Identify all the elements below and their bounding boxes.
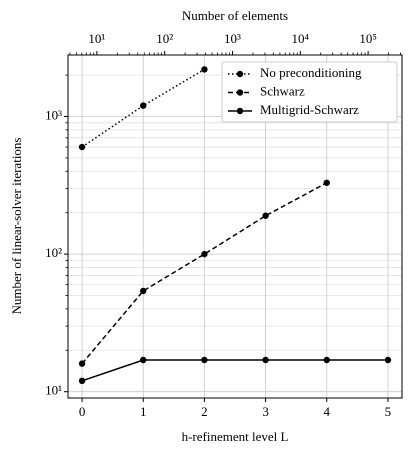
legend-marker — [236, 107, 244, 115]
x-tick-label: 0 — [79, 404, 86, 419]
x2-tick-label: 10⁴ — [292, 31, 310, 46]
y-tick-label: 10² — [45, 245, 62, 260]
x-tick-label: 1 — [140, 404, 147, 419]
point — [201, 356, 208, 364]
point — [384, 356, 392, 364]
x-tick-label: 2 — [201, 404, 208, 419]
plot-frame — [67, 54, 403, 399]
point — [262, 356, 269, 364]
point — [201, 66, 208, 73]
x-axis-label: h-refinement level L — [182, 429, 289, 444]
x2-tick-label: 10¹ — [88, 31, 105, 46]
point — [323, 179, 330, 186]
point — [323, 356, 330, 364]
legend-box — [221, 61, 398, 123]
point — [140, 356, 147, 364]
point — [78, 360, 86, 367]
point — [140, 287, 147, 295]
x2-tick-label: 10² — [156, 31, 173, 46]
legend-marker — [236, 70, 244, 78]
legend-marker — [236, 89, 244, 96]
series-line — [81, 68, 205, 148]
x2-tick-label: 10³ — [224, 31, 241, 46]
x-tick-label: 3 — [262, 404, 269, 419]
x-tick-label: 5 — [385, 404, 392, 419]
series-line — [81, 359, 388, 382]
y-tick-label: 10¹ — [45, 383, 62, 398]
point — [201, 250, 208, 258]
legend-label: Multigrid-Schwarz — [260, 102, 359, 117]
x2-tick-label: 10⁵ — [359, 31, 377, 46]
point — [78, 143, 86, 151]
point — [78, 377, 86, 385]
y-tick-label: 10³ — [45, 108, 62, 123]
legend-label: Schwarz — [260, 83, 305, 98]
point — [262, 212, 269, 219]
y-axis-label: Number of linear-solver iterations — [9, 138, 24, 315]
point — [140, 102, 147, 109]
x2-axis-label: Number of elements — [182, 8, 288, 23]
legend-label: No preconditioning — [260, 65, 362, 80]
x-tick-label: 4 — [324, 404, 331, 419]
